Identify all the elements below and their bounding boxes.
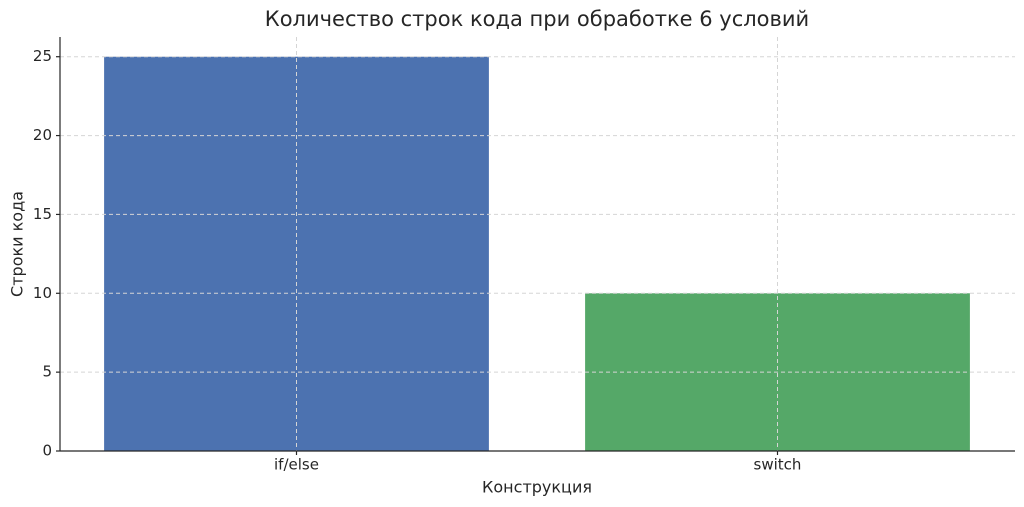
y-tick-label: 5: [42, 363, 52, 381]
x-axis-label: Конструкция: [482, 478, 592, 497]
y-tick-label: 15: [33, 205, 52, 223]
x-tick-label: if/else: [274, 456, 319, 474]
chart-title: Количество строк кода при обработке 6 ус…: [265, 7, 809, 31]
y-axis-label: Строки кода: [8, 191, 27, 297]
y-tick-label: 20: [33, 126, 52, 144]
y-tick-label: 0: [42, 442, 52, 460]
x-tick-label: switch: [754, 456, 802, 474]
y-tick-label: 10: [33, 284, 52, 302]
y-tick-label: 25: [33, 47, 52, 65]
